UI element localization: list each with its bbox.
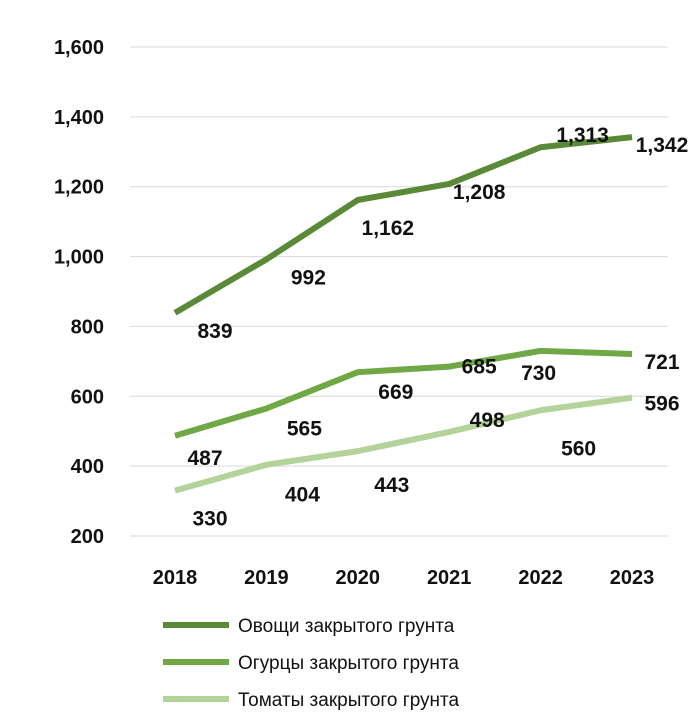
data-label: 443 (374, 474, 409, 497)
x-tick-label: 2021 (427, 567, 472, 589)
series-line-1 (173, 134, 633, 316)
y-tick-label: 1,400 (54, 107, 104, 129)
data-label: 1,208 (453, 181, 506, 204)
data-label: 1,342 (636, 134, 689, 157)
y-tick-label: 200 (71, 526, 104, 548)
x-tick-label: 2022 (518, 567, 563, 589)
y-tick-label: 600 (71, 386, 104, 408)
x-tick-label: 2019 (244, 567, 289, 589)
legend-label: Овощи закрытого грунта (238, 616, 455, 637)
data-label: 685 (462, 356, 497, 379)
data-label: 669 (378, 381, 413, 404)
series-line-3 (174, 394, 633, 494)
data-label: 596 (644, 393, 679, 416)
x-tick-label: 2023 (610, 567, 655, 589)
y-axis: 200 400 600 800 1,000 1,200 1,400 1,600 (54, 37, 104, 548)
data-label: 498 (470, 409, 505, 432)
y-tick-label: 1,000 (54, 247, 104, 269)
y-tick-label: 400 (71, 456, 104, 478)
data-label: 992 (291, 266, 326, 289)
y-tick-label: 1,200 (54, 177, 104, 199)
data-label: 730 (521, 362, 556, 385)
data-label: 839 (197, 320, 232, 343)
series-line-2 (174, 347, 633, 439)
x-tick-label: 2018 (153, 567, 198, 589)
data-label: 487 (187, 447, 222, 470)
data-label: 721 (644, 351, 679, 374)
series-lines (173, 134, 633, 494)
data-label: 1,313 (556, 124, 609, 147)
y-tick-label: 800 (71, 316, 104, 338)
x-tick-label: 2020 (336, 567, 381, 589)
x-axis: 2018 2019 2020 2021 2022 2023 (153, 567, 655, 589)
legend-label: Томаты закрытого грунта (238, 690, 460, 711)
gridlines (130, 46, 668, 537)
data-labels: 839 992 1,162 1,208 1,313 1,342 487 565 669 685 73… (187, 124, 688, 530)
data-label: 565 (287, 418, 322, 441)
legend: Овощи закрытого грунта Огурцы закрытого г… (163, 616, 460, 711)
data-label: 330 (192, 508, 227, 531)
data-label: 404 (285, 484, 320, 507)
data-label: 560 (561, 437, 596, 460)
legend-label: Огурцы закрытого грунта (238, 653, 459, 674)
y-tick-label: 1,600 (54, 37, 104, 59)
data-label: 1,162 (362, 217, 415, 240)
